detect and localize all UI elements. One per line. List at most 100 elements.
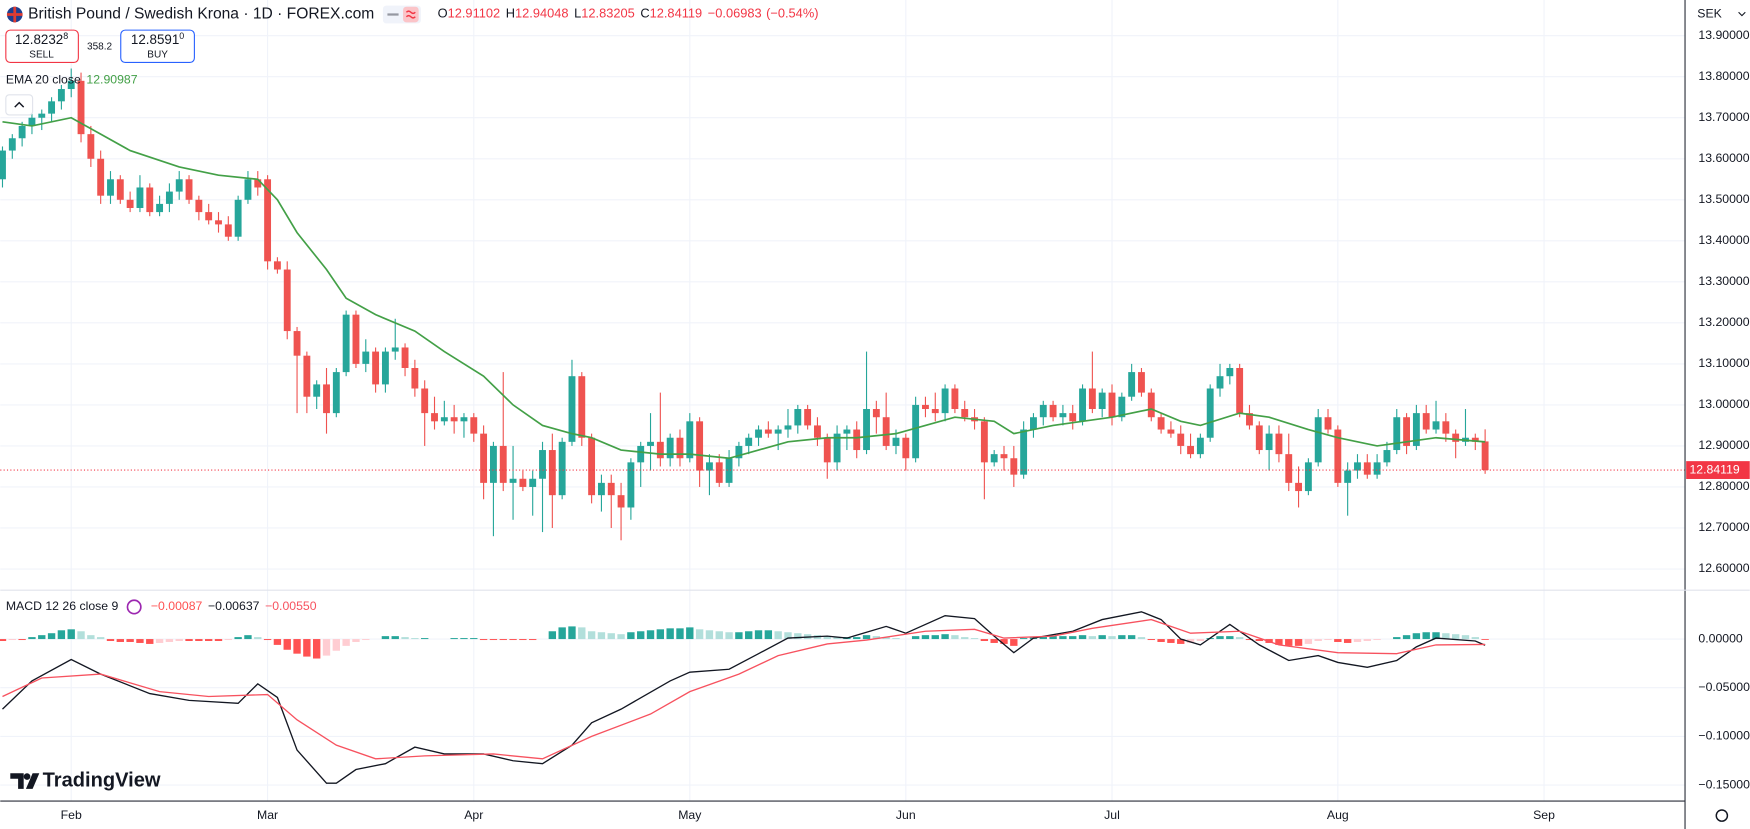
- macd-line: [2, 611, 1486, 784]
- candle-body: [833, 433, 841, 463]
- histogram-bar: [136, 639, 144, 643]
- candle-body: [922, 404, 929, 410]
- histogram-bar: [951, 635, 959, 640]
- candle-body: [28, 117, 36, 126]
- last-price-box: [1686, 461, 1750, 479]
- candle-body: [450, 417, 458, 422]
- y-tick-label: 13.10000: [1698, 356, 1749, 370]
- histogram-bar: [244, 635, 252, 640]
- candle-body: [597, 482, 605, 496]
- ema-value: 12.90987: [86, 73, 137, 87]
- currency-caret: [1738, 11, 1746, 17]
- x-tick-label: Aug: [1327, 808, 1349, 822]
- histogram-bar: [1186, 639, 1195, 643]
- candle-body: [1422, 413, 1430, 430]
- candle-body: [1088, 388, 1096, 410]
- histogram-bar: [116, 639, 124, 642]
- candle-body: [1295, 482, 1303, 492]
- low-value: 12.83205: [581, 6, 635, 21]
- currency[interactable]: SEK: [1697, 7, 1722, 21]
- candle-body: [205, 212, 213, 221]
- histogram-bar: [686, 627, 694, 640]
- candle-body: [323, 384, 330, 414]
- histogram-bar: [637, 631, 645, 640]
- candle-body: [912, 404, 920, 459]
- histogram-bar: [705, 630, 714, 640]
- histogram-bar: [28, 637, 36, 640]
- histogram-bar: [519, 639, 527, 641]
- histogram-bar: [1177, 639, 1185, 644]
- histogram-bar: [892, 638, 900, 640]
- histogram-bar: [1412, 633, 1421, 640]
- ohlc-label: C: [640, 6, 649, 21]
- candle-body: [1069, 413, 1077, 422]
- candle-body: [283, 269, 291, 332]
- histogram-bar: [862, 635, 871, 640]
- candle-body: [902, 437, 910, 459]
- histogram-bar: [1010, 639, 1018, 646]
- candle-body: [489, 445, 497, 483]
- open-value: 12.91102: [448, 6, 501, 21]
- histogram-bar: [1235, 637, 1244, 640]
- y-tick-label: 13.30000: [1698, 274, 1749, 288]
- toggle-minus: [387, 13, 399, 16]
- candle-body: [1216, 376, 1224, 389]
- candle-body: [1255, 425, 1263, 451]
- buy-button[interactable]: [120, 29, 195, 64]
- histogram-bar: [931, 635, 939, 640]
- high-value: 12.94048: [515, 6, 569, 21]
- candle-body: [342, 314, 350, 373]
- histogram-bar: [293, 639, 301, 654]
- y-tick-label: 13.50000: [1698, 192, 1749, 206]
- ema-name: EMA 20 close: [6, 73, 81, 87]
- x-tick-label: Sep: [1533, 808, 1555, 822]
- histogram-bar: [961, 637, 969, 640]
- candle-body: [421, 388, 429, 414]
- histogram-bar: [1088, 636, 1097, 640]
- candle-body: [215, 220, 222, 225]
- histogram-bar: [352, 639, 360, 642]
- candle-body: [892, 437, 900, 446]
- sell-label: SELL: [29, 49, 54, 60]
- histogram-bar: [1373, 639, 1381, 641]
- candle-body: [1412, 413, 1420, 446]
- sell-button[interactable]: [5, 29, 79, 64]
- histogram-bar: [57, 630, 66, 640]
- y-tick-label: 13.00000: [1698, 397, 1749, 411]
- spread: 358.2: [87, 42, 113, 53]
- histogram-bar: [18, 639, 26, 641]
- candle-body: [352, 314, 360, 364]
- sell-price: 12.82328: [15, 31, 68, 47]
- histogram-bar: [1343, 639, 1352, 643]
- histogram-bar: [941, 634, 949, 640]
- histogram-bar: [656, 629, 665, 640]
- candle-body: [1403, 417, 1411, 446]
- candle-body: [1039, 404, 1047, 418]
- histogram-bar: [411, 638, 419, 640]
- histogram-bar: [67, 629, 75, 640]
- candle-body: [1030, 417, 1037, 430]
- toggle-icon: [405, 10, 416, 19]
- histogram-bar: [1049, 636, 1057, 640]
- settings-icon[interactable]: [1715, 809, 1729, 822]
- histogram-bar: [548, 631, 557, 640]
- candle-body: [480, 433, 488, 483]
- candle-body: [578, 376, 586, 438]
- histogram-bar: [342, 639, 350, 646]
- histogram-bar: [1393, 637, 1401, 640]
- histogram-bar: [1461, 635, 1470, 640]
- macd-icon[interactable]: [126, 599, 142, 615]
- macd-hist-value: −0.00087: [151, 599, 203, 613]
- collapse-button[interactable]: [5, 94, 34, 116]
- histogram-bar: [1196, 639, 1205, 642]
- candle-body: [1049, 404, 1057, 418]
- candle-body: [676, 437, 684, 459]
- histogram-bar: [1304, 639, 1313, 644]
- histogram-bar: [646, 630, 655, 640]
- candle-body: [411, 367, 419, 389]
- candle-body: [254, 179, 262, 188]
- histogram-bar: [1127, 635, 1136, 640]
- histogram-bar: [529, 639, 537, 641]
- histogram-bar: [1432, 632, 1440, 640]
- candle-body: [1324, 417, 1332, 430]
